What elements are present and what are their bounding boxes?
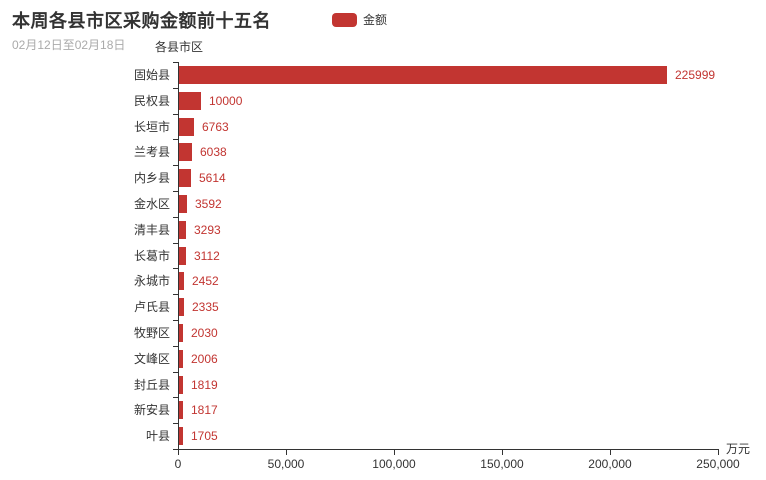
- y-axis-tick: [173, 165, 178, 166]
- category-label: 卢氏县: [133, 300, 170, 314]
- y-axis-tick: [173, 397, 178, 398]
- x-tick-label: 50,000: [267, 457, 305, 471]
- chart-title: 本周各县市区采购金额前十五名: [12, 11, 271, 31]
- legend-marker-icon: [332, 12, 357, 27]
- y-axis-tick: [173, 372, 178, 373]
- y-axis-tick: [173, 423, 178, 424]
- bar[interactable]: [179, 376, 183, 394]
- x-axis-tick: [178, 450, 179, 455]
- category-label: 长垣市: [133, 120, 170, 134]
- bar[interactable]: [179, 169, 191, 187]
- value-label: 5614: [199, 171, 226, 185]
- value-label: 1705: [191, 429, 218, 443]
- category-label: 清丰县: [133, 223, 170, 237]
- y-axis-tick: [173, 449, 178, 450]
- bar[interactable]: [179, 350, 183, 368]
- value-label: 3592: [195, 197, 222, 211]
- bar[interactable]: [179, 118, 194, 136]
- category-label: 固始县: [133, 68, 170, 82]
- value-label: 6038: [200, 145, 227, 159]
- y-axis-tick: [173, 62, 178, 63]
- category-label: 牧野区: [133, 326, 170, 340]
- category-label: 新安县: [133, 403, 170, 417]
- bar[interactable]: [179, 247, 186, 265]
- x-axis-tick: [286, 450, 287, 455]
- x-tick-label: 250,000: [696, 457, 740, 471]
- x-axis-tick: [610, 450, 611, 455]
- y-axis-tick: [173, 88, 178, 89]
- x-tick-label: 0: [174, 457, 182, 471]
- category-label: 长葛市: [133, 249, 170, 263]
- x-tick-label: 100,000: [372, 457, 416, 471]
- bar[interactable]: [179, 272, 184, 290]
- bar[interactable]: [179, 324, 183, 342]
- y-axis-line: [178, 62, 179, 449]
- x-axis-line: [178, 449, 719, 450]
- y-axis-tick: [173, 217, 178, 218]
- x-tick-label: 200,000: [588, 457, 632, 471]
- value-label: 1817: [191, 403, 218, 417]
- bar[interactable]: [179, 195, 187, 213]
- value-label: 2030: [191, 326, 218, 340]
- chart-subtitle: 02月12日至02月18日: [12, 38, 126, 52]
- bar[interactable]: [179, 92, 201, 110]
- category-label: 民权县: [133, 94, 170, 108]
- legend-label: 金额: [363, 13, 388, 27]
- y-axis-tick: [173, 114, 178, 115]
- bar[interactable]: [179, 427, 183, 445]
- value-label: 2452: [192, 274, 219, 288]
- bar[interactable]: [179, 401, 183, 419]
- category-label: 内乡县: [133, 171, 170, 185]
- category-label: 永城市: [133, 274, 170, 288]
- value-label: 2335: [192, 300, 219, 314]
- x-axis-name: 万元: [726, 442, 751, 456]
- value-label: 2006: [191, 352, 218, 366]
- value-label: 10000: [209, 94, 243, 108]
- category-label: 文峰区: [133, 352, 170, 366]
- legend-item-amount[interactable]: 金额: [332, 11, 387, 28]
- value-label: 6763: [202, 120, 229, 134]
- y-axis-tick: [173, 294, 178, 295]
- y-axis-tick: [173, 320, 178, 321]
- y-axis-tick: [173, 346, 178, 347]
- value-label: 3293: [194, 223, 221, 237]
- value-label: 225999: [675, 68, 716, 82]
- x-tick-label: 150,000: [480, 457, 524, 471]
- category-label: 封丘县: [133, 378, 170, 392]
- category-label: 金水区: [133, 197, 170, 211]
- x-axis-tick: [718, 450, 719, 455]
- x-axis-tick: [394, 450, 395, 455]
- value-label: 1819: [191, 378, 218, 392]
- y-axis-tick: [173, 191, 178, 192]
- value-label: 3112: [194, 249, 220, 263]
- y-axis-tick: [173, 268, 178, 269]
- bar[interactable]: [179, 221, 186, 239]
- bar[interactable]: [179, 298, 184, 316]
- category-label: 兰考县: [133, 145, 170, 159]
- bar[interactable]: [179, 66, 667, 84]
- bar[interactable]: [179, 143, 192, 161]
- x-axis-tick: [502, 450, 503, 455]
- category-label: 叶县: [145, 429, 170, 443]
- y-axis-tick: [173, 243, 178, 244]
- y-axis-tick: [173, 139, 178, 140]
- y-axis-name: 各县市区: [155, 40, 204, 54]
